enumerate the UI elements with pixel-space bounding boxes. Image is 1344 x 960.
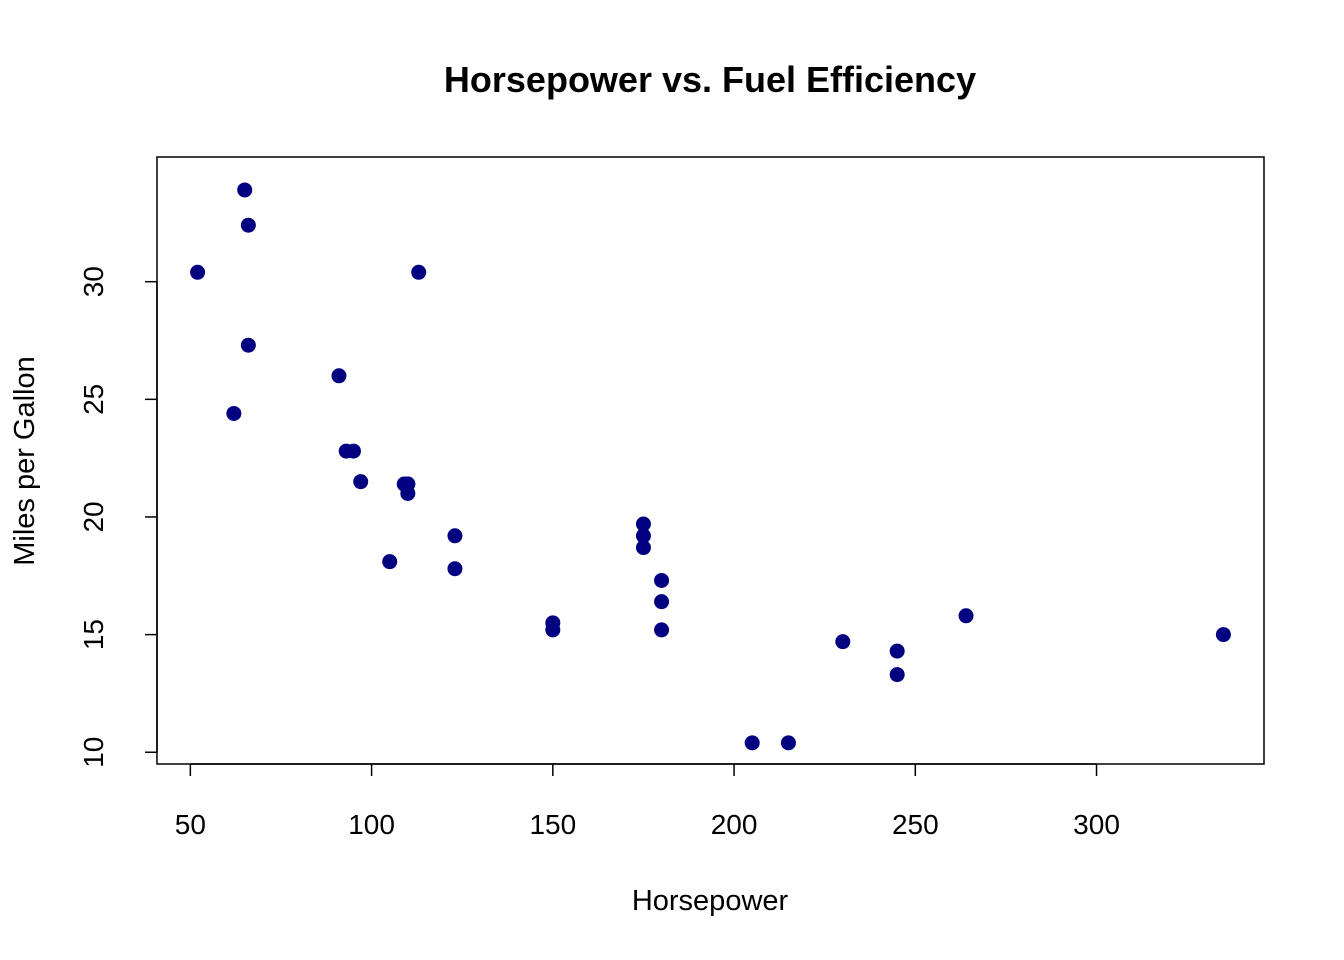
data-point xyxy=(447,561,463,577)
plot-frame xyxy=(156,156,1265,765)
x-tick-label: 200 xyxy=(711,809,758,840)
data-point xyxy=(237,182,253,198)
y-tick-label: 10 xyxy=(78,737,109,768)
x-tick-label: 100 xyxy=(348,809,395,840)
data-point xyxy=(1215,627,1231,643)
data-point xyxy=(353,474,369,490)
data-point xyxy=(654,622,670,638)
data-point xyxy=(835,634,851,650)
data-point xyxy=(780,735,796,751)
data-point xyxy=(744,735,760,751)
chart-title: Horsepower vs. Fuel Efficiency xyxy=(444,59,976,100)
x-axis: 50 100 150 200 250 300 xyxy=(175,763,1120,840)
data-point xyxy=(226,405,242,421)
data-point xyxy=(958,608,974,624)
y-axis: 10 15 20 25 30 xyxy=(78,266,158,768)
y-tick-label: 25 xyxy=(78,384,109,415)
data-point xyxy=(654,594,670,610)
x-tick-label: 50 xyxy=(175,809,206,840)
data-point xyxy=(240,337,256,353)
data-point xyxy=(889,667,905,683)
data-point xyxy=(411,264,427,280)
y-axis-label: Miles per Gallon xyxy=(9,356,41,566)
x-tick-label: 300 xyxy=(1073,809,1120,840)
y-tick-label: 30 xyxy=(78,266,109,297)
x-axis-label: Horsepower xyxy=(632,885,789,917)
x-tick-label: 250 xyxy=(892,809,939,840)
data-point xyxy=(345,443,361,459)
data-point xyxy=(635,516,651,532)
x-tick-label: 150 xyxy=(529,809,576,840)
data-point xyxy=(331,368,347,384)
data-point xyxy=(447,528,463,544)
y-tick-label: 15 xyxy=(78,619,109,650)
data-point xyxy=(190,264,206,280)
data-point xyxy=(396,476,412,492)
y-tick-label: 20 xyxy=(78,501,109,532)
data-points xyxy=(190,182,1231,751)
data-point xyxy=(545,622,561,638)
data-point xyxy=(382,554,398,570)
data-point xyxy=(635,540,651,556)
data-point xyxy=(654,572,670,588)
data-point xyxy=(240,217,256,233)
data-point xyxy=(635,528,651,544)
data-point xyxy=(889,643,905,659)
